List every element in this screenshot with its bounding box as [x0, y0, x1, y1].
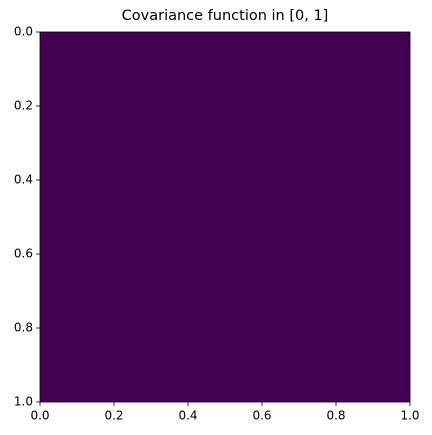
y-tick-label: 1.0 — [14, 395, 33, 409]
y-tick-label: 0.6 — [14, 247, 33, 261]
x-tick-label: 0.4 — [178, 409, 197, 423]
x-tick-label: 0.0 — [30, 409, 49, 423]
y-tick-label: 0.2 — [14, 99, 33, 113]
x-tick-label: 0.2 — [104, 409, 123, 423]
chart-title: Covariance function in [0, 1] — [122, 8, 329, 24]
axes-frame — [39, 31, 411, 403]
y-tick-label: 0.8 — [14, 321, 33, 335]
heatmap-image — [40, 32, 410, 402]
x-tick-label: 0.6 — [252, 409, 271, 423]
y-tick-label: 0.4 — [14, 173, 33, 187]
x-tick-label: 0.8 — [326, 409, 345, 423]
y-tick-label: 0.0 — [14, 25, 33, 39]
x-tick-label: 1.0 — [400, 409, 419, 423]
